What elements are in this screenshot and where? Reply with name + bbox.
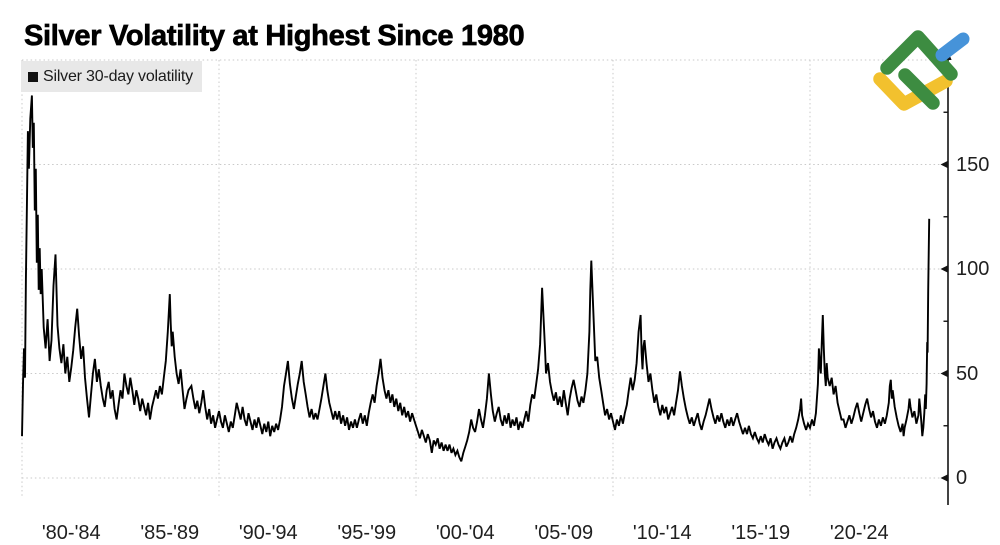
legend-marker-square-icon — [28, 71, 38, 82]
x-axis-label-8589: '85-'89 — [140, 522, 200, 544]
y-axis-label-50: 50 — [956, 362, 979, 385]
x-axis-label-1519: '15-'19 — [731, 522, 791, 544]
logo-green-chevron-icon — [880, 30, 958, 81]
y-axis-label-100: 100 — [956, 258, 990, 280]
x-axis-label-2024: '20-'24 — [829, 522, 889, 544]
logo-blue-accent-icon — [935, 32, 970, 62]
x-axis-label-0004: '00-'04 — [435, 522, 495, 544]
logo-green-bar-icon — [898, 68, 940, 110]
x-axis-label-9094: '90-'94 — [238, 522, 298, 544]
y-major-tick-100 — [940, 265, 948, 273]
y-axis-label-0: 0 — [956, 467, 968, 489]
x-axis-label-9599: '95-'99 — [337, 522, 397, 544]
logo-yellow-check-icon — [873, 72, 953, 111]
chart-title: Silver Volatility at Highest Since 1980 — [24, 20, 525, 53]
x-axis-label-8084: '80-'84 — [41, 522, 101, 544]
y-major-tick-50 — [940, 369, 948, 378]
gridlines — [21, 59, 948, 497]
legend: Silver 30-day volatility — [21, 61, 202, 92]
y-major-tick-150 — [940, 160, 948, 169]
y-axis-label-150: 150 — [956, 153, 990, 176]
y-axis — [940, 51, 952, 505]
silver-volatility-line — [21, 95, 931, 462]
y-major-tick-0 — [940, 474, 948, 482]
litefinance-logo-icon — [873, 30, 970, 111]
x-axis-label-1014: '10-'14 — [632, 522, 692, 544]
x-axis-label-0509: '05-'09 — [534, 522, 594, 544]
legend-label: Silver 30-day volatility — [43, 67, 193, 85]
series-line-silver-volatility — [21, 95, 931, 462]
